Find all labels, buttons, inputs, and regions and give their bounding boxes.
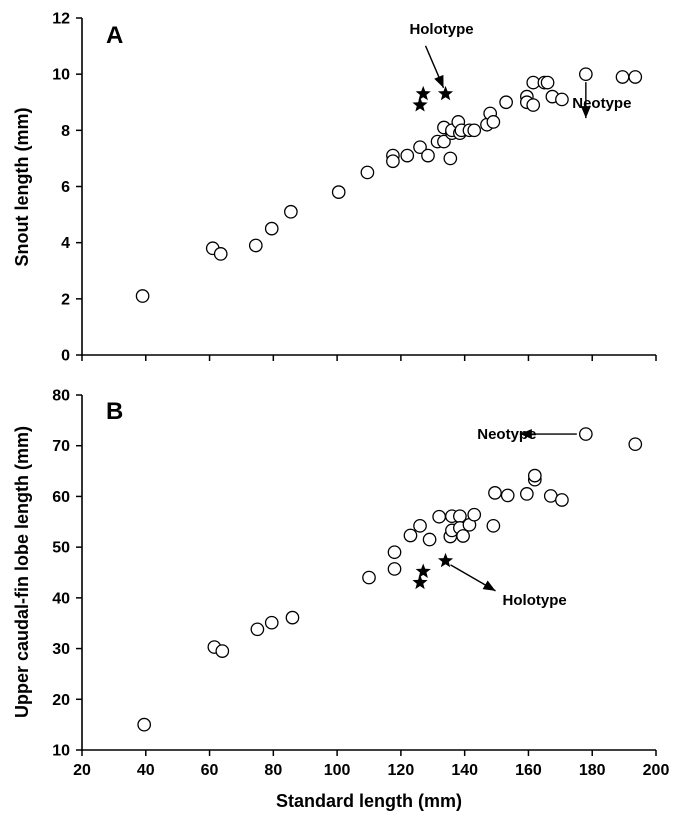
- panel-b-x-tick-label: 180: [579, 762, 606, 779]
- x-axis-title: Standard length (mm): [276, 791, 462, 811]
- panel-a-point-circle: [526, 98, 541, 112]
- panel-b-point-circle: [387, 562, 402, 576]
- panel-b-point-circle: [486, 518, 501, 533]
- panel-a-point-circle: [540, 75, 555, 90]
- panel-b-point-circle: [467, 507, 482, 522]
- panel-b-x-tick-label: 140: [451, 762, 478, 779]
- panel-b-x-tick-label: 100: [324, 762, 351, 779]
- panel-b-y-tick-label: 70: [52, 438, 70, 455]
- panel-a-neotype-annotation-arrow-head: [580, 106, 591, 119]
- panel-b-point-circle: [264, 615, 279, 630]
- panel-a-point-circle: [248, 238, 263, 253]
- panel-a-y-tick-label: 10: [52, 67, 70, 84]
- panel-a-neotype-annotation: Neotype: [572, 95, 631, 112]
- panel-b-point-circle: [403, 528, 418, 543]
- panel-b-x-tick-label: 120: [388, 762, 415, 779]
- panel-a-point-circle: [578, 67, 593, 82]
- panel-b-point-circle: [488, 486, 502, 500]
- panel-b-point-circle: [387, 545, 402, 560]
- panel-a-point-circle: [400, 148, 415, 163]
- panel-b-y-tick-label: 50: [52, 540, 70, 557]
- panel-b-point-circle: [555, 493, 569, 507]
- panel-a-letter: A: [106, 22, 123, 49]
- panel-a-point-circle: [135, 289, 150, 303]
- panel-b-x-tick-label: 60: [201, 762, 219, 779]
- panel-b-point-circle: [527, 468, 542, 483]
- panel-a-point-circle: [486, 115, 501, 129]
- panel-b-point-star: [415, 563, 431, 578]
- panel-b-x-tick-label: 40: [137, 762, 155, 779]
- panel-b-point-circle: [285, 610, 300, 625]
- panel-b-y-axis-title: Upper caudal-fin lobe length (mm): [12, 426, 32, 718]
- panel-a-point-star: [437, 85, 454, 101]
- panel-a-y-tick-label: 8: [61, 123, 70, 140]
- panel-b-x-tick-label: 200: [643, 762, 670, 779]
- panel-a-y-tick-label: 6: [61, 179, 70, 196]
- panel-a-point-circle: [413, 140, 427, 155]
- panel-a-point-circle: [615, 70, 630, 84]
- panel-b-y-tick-label: 80: [52, 388, 70, 405]
- panel-a: A 0 2 4 6 8 10 12 Holotype Neotype Snout length …: [12, 11, 657, 365]
- panel-a-point-star: [412, 97, 428, 112]
- panel-b-point-circle: [628, 437, 643, 452]
- panel-a-holotype-annotation: Holotype: [409, 21, 473, 38]
- panel-b-y-tick-label: 10: [52, 743, 70, 760]
- panel-b-neotype-annotation: Neotype: [477, 426, 536, 443]
- panel-b-letter: B: [106, 398, 123, 425]
- panel-b-x-tick-label: 20: [73, 762, 91, 779]
- panel-b-point-circle: [137, 717, 152, 732]
- panel-b-point-star: [437, 552, 454, 568]
- panel-b-y-tick-label: 20: [52, 692, 70, 709]
- panel-a-point-circle: [555, 92, 569, 107]
- panel-a-y-tick-label: 2: [61, 291, 70, 308]
- panel-b-holotype-annotation-arrow-head: [482, 580, 496, 591]
- panel-a-y-tick-label: 4: [61, 235, 70, 252]
- panel-b-point-circle: [456, 529, 470, 543]
- panel-b-point-circle: [362, 570, 376, 585]
- panel-a-point-circle: [437, 134, 451, 149]
- panel-b-point-circle: [578, 427, 593, 441]
- panel-a-point-circle: [331, 185, 346, 199]
- panel-a-y-axis-title: Snout length (mm): [12, 108, 32, 267]
- panel-a-point-circle: [386, 154, 400, 169]
- panel-a-point-circle: [264, 221, 279, 236]
- panel-a-point-circle: [421, 148, 435, 163]
- panel-a-holotype-annotation-arrow-head: [434, 74, 444, 88]
- panel-b-point-circle: [519, 487, 534, 501]
- panel-a-point-star: [415, 85, 431, 101]
- panel-b-neotype-annotation-arrow-head: [519, 429, 532, 440]
- panel-b-point-circle: [500, 488, 515, 503]
- panel-a-point-circle: [443, 151, 458, 166]
- panel-a-point-circle: [284, 204, 298, 219]
- panel-a-point-circle: [499, 95, 513, 110]
- panel-b-point-circle: [422, 532, 437, 547]
- panel-b-y-tick-label: 40: [52, 590, 70, 607]
- panel-b-point-circle: [215, 644, 230, 658]
- panel-b-point-circle: [250, 622, 265, 637]
- panel-a-y-tick-label: 12: [52, 11, 70, 28]
- panel-b-x-tick-label: 160: [515, 762, 542, 779]
- panel-a-point-circle: [628, 70, 643, 84]
- panel-b-x-tick-label: 80: [264, 762, 282, 779]
- panel-b-y-tick-label: 30: [52, 641, 70, 658]
- panel-b-holotype-annotation: Holotype: [503, 592, 567, 609]
- panel-a-point-circle: [360, 165, 375, 180]
- panel-a-y-tick-label: 0: [61, 348, 70, 365]
- panel-b-point-circle: [432, 509, 447, 524]
- panel-b-point-star: [412, 574, 428, 590]
- panel-a-point-circle: [467, 123, 482, 138]
- panel-b-y-tick-label: 60: [52, 489, 70, 506]
- panel-b-point-circle: [413, 518, 427, 533]
- panel-a-point-circle: [213, 247, 228, 261]
